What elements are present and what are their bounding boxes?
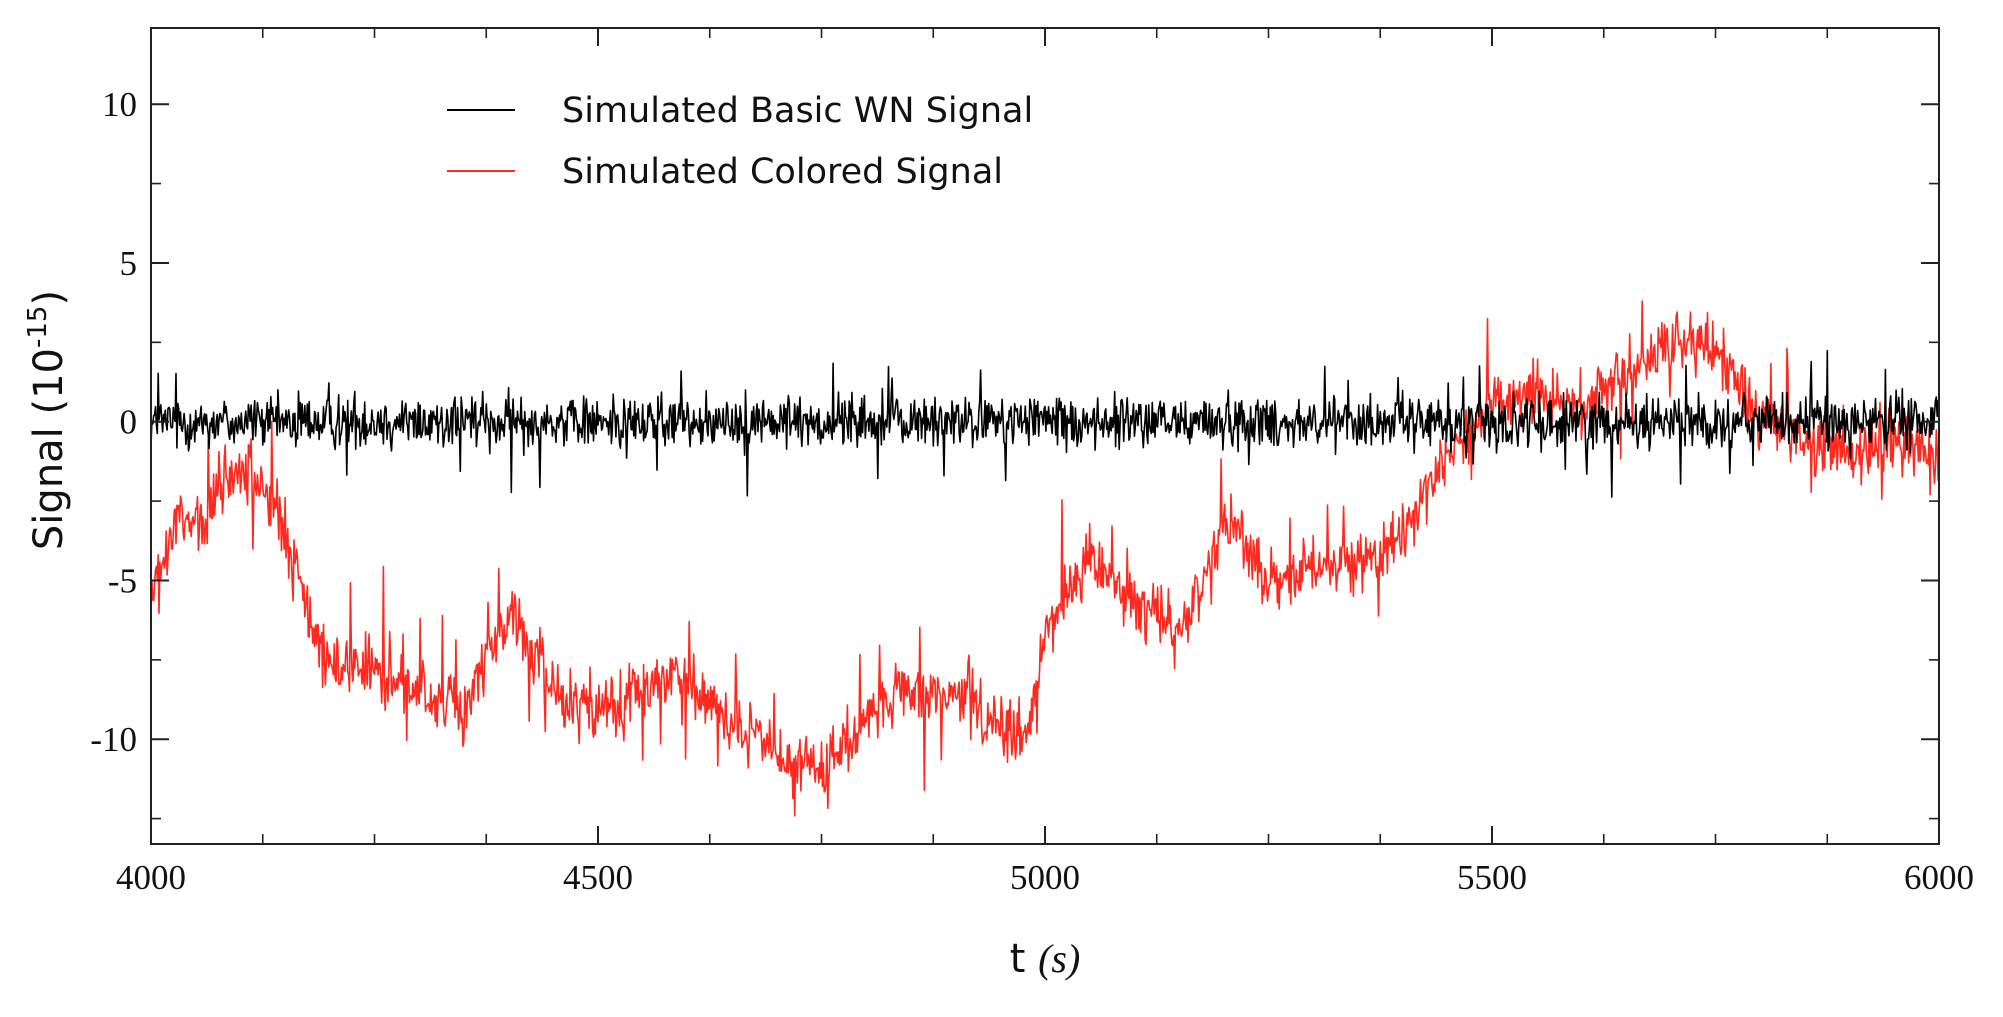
y-tick-label: -5: [108, 561, 137, 600]
series-line-wn: [150, 349, 1940, 498]
x-tick-label: 4000: [116, 858, 186, 897]
x-tick-label: 5500: [1457, 858, 1527, 897]
x-tick-label: 4500: [563, 858, 633, 897]
x-tick-label: 5000: [1010, 858, 1080, 897]
x-axis-title: t (s): [1010, 936, 1081, 982]
x-tick-label: 6000: [1904, 858, 1974, 897]
y-tick-label: 5: [120, 244, 138, 283]
legend: Simulated Basic WN Signal Simulated Colo…: [447, 91, 1033, 192]
legend-label-colored: Simulated Colored Signal: [562, 152, 1003, 192]
y-tick-label: 10: [102, 85, 137, 124]
y-axis-title-exponent: -15: [23, 306, 53, 348]
y-axis-title-close: ): [26, 290, 72, 306]
y-tick-label: -10: [90, 720, 137, 759]
y-tick-label: 0: [120, 403, 138, 442]
ticks-layer: [150, 28, 1940, 844]
tick-labels-layer: 4000 4500 5000 5500 6000 10 5 0 -5 -10: [90, 85, 1974, 897]
y-axis-title-main: Signal (10: [26, 348, 72, 550]
series-layer: [150, 300, 1940, 817]
x-axis-title-unit: (s): [1038, 936, 1080, 981]
x-axis-title-main: t: [1010, 936, 1038, 982]
series-line-colored: [150, 300, 1940, 817]
legend-label-wn: Simulated Basic WN Signal: [562, 91, 1033, 131]
y-axis-title: Signal (10-15): [23, 290, 72, 550]
